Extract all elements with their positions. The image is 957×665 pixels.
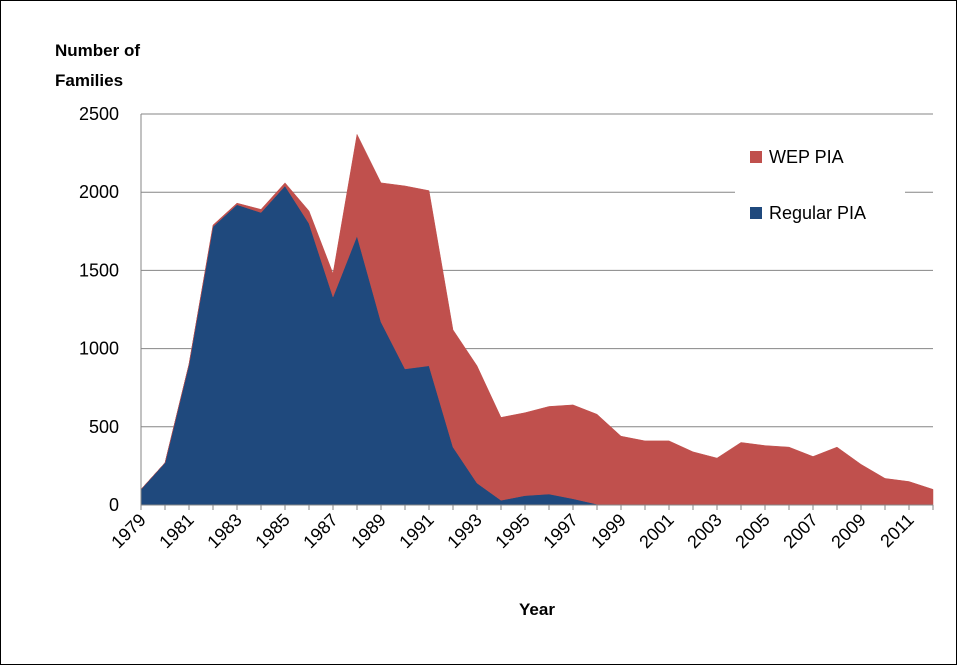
x-tick-label: 1991 — [395, 510, 437, 552]
legend: WEP PIA Regular PIA — [735, 135, 905, 245]
y-tick-label: 2000 — [79, 182, 119, 202]
x-axis-title: Year — [519, 600, 555, 619]
x-tick-label: 2001 — [635, 510, 677, 552]
y-tick-label: 500 — [89, 417, 119, 437]
legend-label: Regular PIA — [769, 203, 866, 223]
x-tick-label: 1999 — [587, 510, 629, 552]
x-tick-label: 1997 — [539, 510, 581, 552]
legend-background — [735, 135, 905, 245]
x-tick-label: 2003 — [683, 510, 725, 552]
legend-swatch — [750, 151, 762, 163]
x-tick-label: 2011 — [876, 510, 918, 552]
x-tick-label: 1989 — [347, 510, 389, 552]
y-tick-label: 0 — [109, 495, 119, 515]
x-tick-label: 1981 — [155, 510, 197, 552]
x-tick-label: 1985 — [251, 510, 293, 552]
y-tick-label: 1000 — [79, 339, 119, 359]
x-tick-label: 1995 — [491, 510, 533, 552]
x-tick-label: 1983 — [203, 510, 245, 552]
x-tick-label: 2009 — [827, 510, 869, 552]
y-axis-title: Number of Families — [55, 41, 140, 90]
x-tick-label: 1987 — [299, 510, 341, 552]
x-tick-label: 1979 — [107, 510, 149, 552]
x-tick-label: 2005 — [731, 510, 773, 552]
x-tick-label: 2007 — [779, 510, 821, 552]
y-tick-label: 1500 — [79, 260, 119, 280]
y-tick-label: 2500 — [79, 104, 119, 124]
legend-swatch — [750, 207, 762, 219]
legend-label: WEP PIA — [769, 147, 844, 167]
area — [140, 133, 934, 506]
x-tick-label: 1993 — [443, 510, 485, 552]
